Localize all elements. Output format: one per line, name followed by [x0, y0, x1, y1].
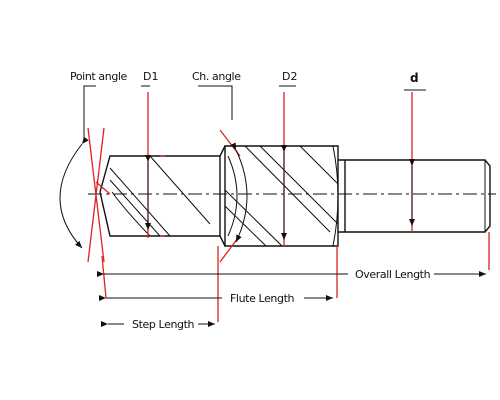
step-section-outline	[99, 155, 220, 237]
point-angle-arc	[59, 136, 89, 249]
flutes	[109, 145, 339, 247]
ch-angle-label: Ch. angle	[192, 70, 241, 83]
overall-length-label: Overall Length	[355, 268, 431, 281]
flute-length-label: Flute Length	[230, 292, 295, 305]
neck	[338, 159, 345, 233]
d1-label: D1	[143, 70, 158, 83]
flute-runout	[332, 145, 339, 247]
step-shoulder	[219, 145, 226, 247]
dimension-lines	[59, 85, 486, 327]
flute-section-outline	[224, 145, 339, 247]
step-length-label: Step Length	[132, 318, 195, 331]
d2-label: D2	[282, 70, 297, 83]
point-angle-label: Point angle	[70, 70, 128, 83]
labels: Point angle D1 Ch. angle D2 d Overall Le…	[70, 70, 431, 331]
d-label: d	[410, 71, 419, 85]
shank-outline	[344, 159, 491, 233]
ch-angle-arc	[230, 142, 248, 243]
